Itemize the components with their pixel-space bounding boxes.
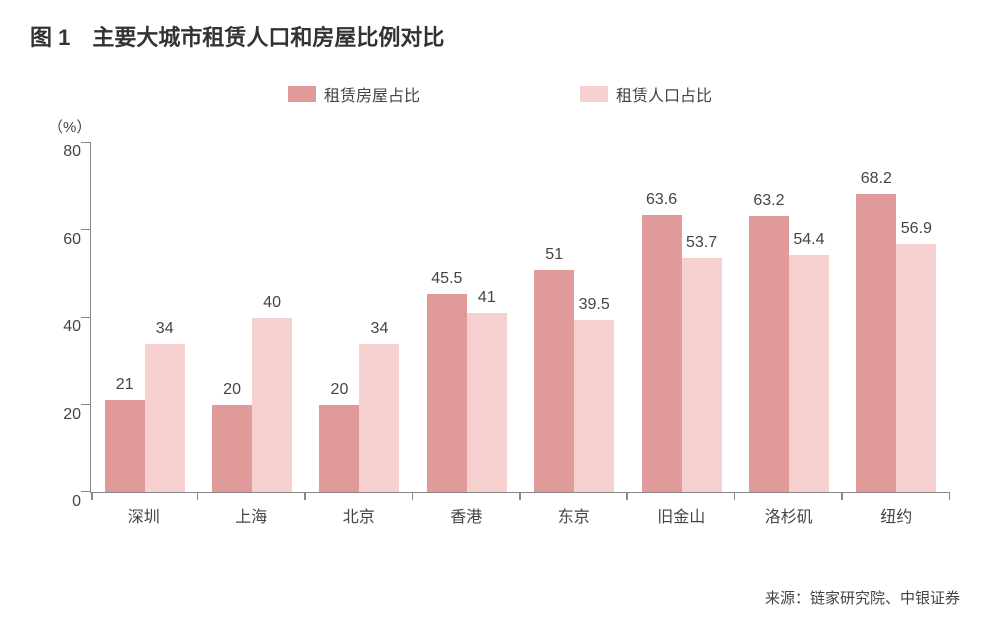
bar: 20: [319, 405, 359, 492]
source-prefix: 来源：: [765, 590, 810, 607]
bar: 41: [467, 313, 507, 492]
bar: 40: [252, 318, 292, 493]
x-tick: [519, 492, 521, 500]
x-axis-labels: 深圳上海北京香港东京旧金山洛杉矶纽约: [90, 503, 950, 527]
bar: 63.2: [749, 216, 789, 492]
bar: 53.7: [682, 258, 722, 492]
bar-value-label: 39.5: [579, 296, 610, 314]
plot-area: 21342040203445.5415139.563.653.763.254.4…: [90, 143, 950, 527]
bar: 51: [534, 270, 574, 492]
bars-container: 21342040203445.5415139.563.653.763.254.4…: [91, 143, 950, 492]
x-tick: [841, 492, 843, 500]
x-axis-label: 上海: [198, 503, 306, 527]
x-tick: [197, 492, 199, 500]
bar-value-label: 40: [263, 294, 281, 312]
x-axis-label: 北京: [305, 503, 413, 527]
bar: 68.2: [856, 194, 896, 492]
plot: 21342040203445.5415139.563.653.763.254.4…: [90, 143, 950, 493]
bar-group: 63.653.7: [628, 143, 735, 492]
bar: 20: [212, 405, 252, 492]
bar: 54.4: [789, 255, 829, 492]
bar-group: 45.541: [413, 143, 520, 492]
bar: 21: [105, 400, 145, 492]
x-tick: [91, 492, 93, 500]
chart-title: 图 1 主要大城市租赁人口和房屋比例对比: [30, 20, 970, 52]
bar-value-label: 34: [371, 320, 389, 338]
bar-value-label: 20: [331, 381, 349, 399]
bar: 56.9: [896, 244, 936, 492]
x-tick: [734, 492, 736, 500]
x-axis-label: 纽约: [843, 503, 951, 527]
y-tick: [81, 317, 91, 318]
x-axis-label: 深圳: [90, 503, 198, 527]
bar-value-label: 41: [478, 289, 496, 307]
y-axis-unit: （%）: [48, 116, 970, 137]
x-tick: [626, 492, 628, 500]
source-attribution: 来源：链家研究院、中银证券: [765, 587, 960, 608]
bar: 34: [359, 344, 399, 492]
source-text: 链家研究院、中银证券: [810, 590, 960, 607]
x-tick: [304, 492, 306, 500]
x-tick: [949, 492, 951, 500]
legend-item-series1: 租赁房屋占比: [288, 82, 420, 106]
bar: 63.6: [642, 215, 682, 492]
bar-value-label: 20: [223, 381, 241, 399]
bar-group: 68.256.9: [843, 143, 950, 492]
legend-swatch-1: [288, 86, 316, 102]
legend-label-2: 租赁人口占比: [616, 82, 712, 106]
y-tick: [81, 142, 91, 143]
bar-value-label: 68.2: [861, 170, 892, 188]
x-axis-label: 洛杉矶: [735, 503, 843, 527]
legend: 租赁房屋占比 租赁人口占比: [30, 82, 970, 106]
bar-value-label: 53.7: [686, 234, 717, 252]
bar-group: 5139.5: [521, 143, 628, 492]
bar-value-label: 21: [116, 376, 134, 394]
y-tick: [81, 404, 91, 405]
x-axis-label: 东京: [520, 503, 628, 527]
bar-value-label: 51: [545, 246, 563, 264]
bar-group: 2040: [198, 143, 305, 492]
legend-item-series2: 租赁人口占比: [580, 82, 712, 106]
bar-group: 2134: [91, 143, 198, 492]
bar-value-label: 63.2: [753, 192, 784, 210]
legend-swatch-2: [580, 86, 608, 102]
bar: 39.5: [574, 320, 614, 492]
bar-group: 63.254.4: [735, 143, 842, 492]
bar-value-label: 56.9: [901, 220, 932, 238]
x-axis-label: 香港: [413, 503, 521, 527]
bar-value-label: 34: [156, 320, 174, 338]
bar-group: 2034: [306, 143, 413, 492]
legend-label-1: 租赁房屋占比: [324, 82, 420, 106]
bar: 34: [145, 344, 185, 492]
y-tick: [81, 229, 91, 230]
bar-value-label: 45.5: [431, 270, 462, 288]
y-tick: [81, 491, 91, 492]
x-axis-label: 旧金山: [628, 503, 736, 527]
x-tick: [412, 492, 414, 500]
bar: 45.5: [427, 294, 467, 492]
bar-value-label: 54.4: [793, 231, 824, 249]
bar-value-label: 63.6: [646, 191, 677, 209]
